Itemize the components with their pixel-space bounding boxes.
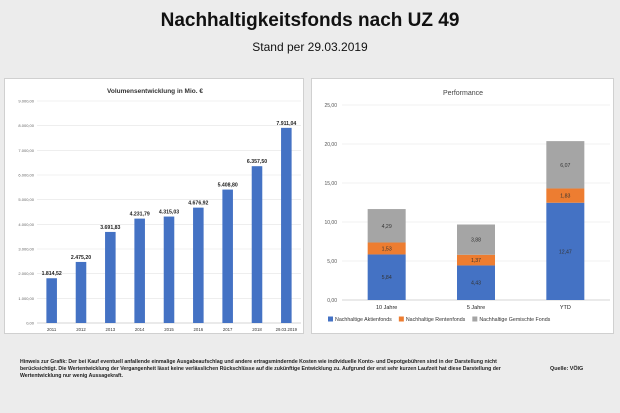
performance-bar-segment bbox=[457, 254, 495, 266]
y-tick-label: 0,00 bbox=[26, 321, 35, 326]
page-subtitle: Stand per 29.03.2019 bbox=[252, 40, 368, 54]
performance-data-label: 1,53 bbox=[382, 246, 392, 252]
y-tick-label: 0,00 bbox=[327, 298, 337, 304]
volume-bar bbox=[105, 231, 116, 323]
performance-data-label: 4,29 bbox=[382, 224, 392, 230]
y-tick-label: 9.000,00 bbox=[18, 99, 34, 104]
x-tick-label: 2018 bbox=[252, 327, 262, 332]
volume-data-label: 5.408,80 bbox=[218, 183, 238, 189]
performance-bar-segment bbox=[546, 188, 585, 203]
volume-data-label: 2.475,20 bbox=[71, 255, 91, 261]
y-tick-label: 8.000,00 bbox=[18, 123, 34, 128]
volume-bar bbox=[163, 216, 175, 323]
legend-label: Nachhaltige Gemischte Fonds bbox=[479, 317, 550, 323]
footnote: Hinweis zur Grafik: Der bei Kauf eventue… bbox=[20, 359, 501, 380]
volume-data-label: 3.691,83 bbox=[100, 225, 120, 231]
performance-chart-title: Performance bbox=[443, 90, 483, 97]
performance-data-label: 6,07 bbox=[560, 163, 570, 169]
volume-bar bbox=[75, 261, 87, 323]
volume-data-label: 6.357,50 bbox=[247, 159, 267, 165]
performance-bar-segment bbox=[367, 209, 406, 243]
x-tick-label: 2011 bbox=[47, 327, 57, 332]
y-tick-label: 4.000,00 bbox=[18, 222, 34, 227]
legend-swatch bbox=[398, 316, 404, 322]
x-tick-label: 2013 bbox=[106, 327, 116, 332]
x-tick-label: 2016 bbox=[194, 327, 204, 332]
performance-bar-segment bbox=[367, 254, 406, 300]
performance-chart-panel: Performance 0,00 5,00 10,00 15,00 20,00 25,00… bbox=[311, 78, 614, 334]
performance-data-label: 5,84 bbox=[382, 275, 392, 281]
performance-data-label: 1,37 bbox=[471, 258, 481, 264]
volume-bar bbox=[251, 166, 263, 323]
volume-bar bbox=[281, 127, 292, 323]
source-label: Quelle: VÖIG bbox=[550, 366, 584, 372]
page-title: Nachhaltigkeitsfonds nach UZ 49 bbox=[160, 10, 460, 31]
y-tick-label: 7.000,00 bbox=[18, 148, 34, 153]
volume-chart-panel: Volumensentwicklung in Mio. € 0,00 1.000,… bbox=[4, 78, 304, 334]
volume-data-label: 4.315,03 bbox=[159, 210, 179, 216]
performance-bar-segment bbox=[546, 202, 585, 300]
y-tick-label: 15,00 bbox=[324, 181, 337, 187]
y-tick-label: 25,00 bbox=[324, 103, 337, 109]
performance-data-label: 1,83 bbox=[560, 194, 570, 200]
y-tick-label: 2.000,00 bbox=[18, 271, 34, 276]
x-tick-label: 10 Jahre bbox=[376, 305, 397, 311]
volume-chart-title: Volumensentwicklung in Mio. € bbox=[107, 88, 203, 95]
y-tick-label: 10,00 bbox=[324, 220, 337, 226]
performance-bar-segment bbox=[457, 265, 495, 300]
x-tick-label: 5 Jahre bbox=[467, 305, 485, 311]
performance-data-label: 4,43 bbox=[471, 281, 481, 287]
volume-chart: Volumensentwicklung in Mio. € 0,00 1.000,… bbox=[18, 88, 301, 332]
performance-bar-segment bbox=[367, 242, 406, 255]
performance-bar-segment bbox=[546, 141, 585, 189]
legend-label: Nachhaltige Aktienfonds bbox=[335, 317, 392, 323]
y-tick-label: 6.000,00 bbox=[18, 173, 34, 178]
volume-data-label: 7.911,04 bbox=[276, 121, 296, 127]
performance-chart: Performance 0,00 5,00 10,00 15,00 20,00 25,00… bbox=[324, 90, 610, 323]
volume-data-label: 4.231,79 bbox=[130, 212, 150, 218]
volume-bar bbox=[222, 189, 233, 323]
performance-bar-segment bbox=[457, 224, 495, 255]
x-tick-label: 2012 bbox=[76, 327, 86, 332]
volume-bar bbox=[134, 218, 145, 323]
performance-data-label: 3,88 bbox=[471, 238, 481, 244]
x-tick-label: 2015 bbox=[164, 327, 174, 332]
legend-swatch bbox=[328, 316, 333, 322]
volume-data-label: 4.676,92 bbox=[188, 201, 208, 207]
legend-label: Nachhaltige Rentenfonds bbox=[406, 317, 466, 323]
legend-swatch bbox=[472, 316, 478, 322]
y-tick-label: 3.000,00 bbox=[18, 247, 34, 252]
y-tick-label: 1.000,00 bbox=[18, 296, 34, 301]
volume-bar bbox=[46, 278, 57, 323]
x-tick-label: 29.03.2019 bbox=[276, 327, 298, 332]
x-tick-label: 2017 bbox=[223, 327, 233, 332]
y-tick-label: 5,00 bbox=[327, 259, 337, 265]
performance-data-label: 12,47 bbox=[559, 249, 572, 255]
volume-bar bbox=[193, 207, 204, 323]
x-tick-label: 2014 bbox=[135, 327, 145, 332]
x-tick-label: YTD bbox=[560, 305, 571, 311]
y-tick-label: 20,00 bbox=[324, 142, 337, 148]
volume-data-label: 1.814,52 bbox=[42, 271, 62, 277]
y-tick-label: 5.000,00 bbox=[18, 197, 34, 202]
